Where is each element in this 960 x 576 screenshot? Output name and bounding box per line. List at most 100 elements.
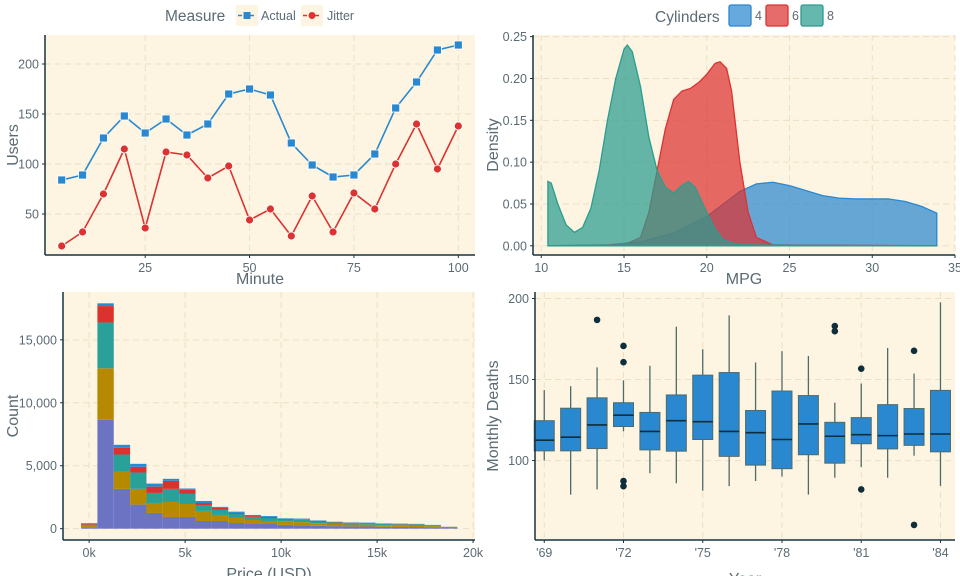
y-tick-label: 15,000 (19, 333, 57, 347)
data-point (182, 130, 192, 140)
data-point (245, 215, 254, 225)
legend-label: Actual (261, 9, 296, 23)
data-point (203, 173, 213, 183)
data-point (307, 160, 317, 170)
box-1981 (850, 365, 872, 493)
data-point (453, 121, 463, 131)
histogram-bar-segment (228, 512, 245, 514)
box-iqr (665, 394, 687, 452)
histogram-bar-segment (277, 518, 294, 520)
histogram-bar-segment (342, 524, 360, 527)
histogram-bar-segment (359, 523, 376, 525)
box-iqr (824, 421, 846, 464)
box-1984 (929, 302, 951, 486)
data-point (412, 119, 421, 129)
histogram-bar-segment (260, 516, 278, 518)
legend-item-8: 8 (800, 4, 834, 27)
histogram-bar-segment (146, 492, 163, 503)
histogram-bar-segment (211, 506, 229, 508)
legend-title: Cylinders (655, 9, 720, 26)
histogram-bar-segment (195, 502, 212, 506)
data-point (328, 172, 338, 182)
x-tick-label: 0k (83, 546, 97, 560)
legend: Measure Actual Jitter (165, 5, 354, 26)
x-tick-label: '75 (695, 546, 711, 560)
series-line-jitter (61, 122, 460, 247)
box-1976 (718, 315, 740, 487)
histogram-bar-segment (293, 519, 311, 520)
histogram-bar-segment (179, 488, 196, 490)
legend-marker (308, 12, 316, 19)
histogram-bar-segment (113, 447, 131, 455)
histogram-bar-segment (244, 519, 261, 525)
histogram-bar-segment (359, 526, 376, 529)
x-tick-label: 100 (448, 261, 469, 275)
histogram-bar-segment (244, 516, 261, 520)
histogram-bar-segment (113, 444, 131, 448)
legend: Cylinders 4 6 8 (655, 4, 834, 27)
data-point (412, 77, 421, 87)
histogram-bar-segment (228, 511, 245, 513)
y-axis-title: Density (485, 118, 502, 171)
histogram-bar-segment (244, 516, 261, 517)
histogram-bar-segment (113, 454, 131, 472)
data-point (328, 227, 338, 237)
data-point (286, 138, 296, 148)
x-tick-label: 5k (179, 546, 193, 560)
data-point (370, 149, 380, 159)
data-point (224, 89, 234, 99)
y-axis-title: Users (5, 124, 22, 166)
histogram-bar-segment (277, 519, 294, 522)
outlier-point (831, 322, 839, 330)
legend-item-jitter: Jitter (301, 5, 354, 26)
box-iqr (929, 389, 951, 453)
chart-3: 0k 5k 10k 15k 20k 0 5,000 10,000 15,000 Price (US… (5, 292, 484, 576)
legend-key (728, 4, 752, 27)
histogram-bar-segment (130, 463, 147, 467)
box-1971 (586, 316, 608, 490)
histogram-bar-segment (375, 525, 392, 527)
outlier-point (620, 482, 627, 490)
histogram-bar-segment (179, 516, 196, 529)
histogram-bar-segment (310, 520, 327, 521)
box-iqr (797, 395, 819, 456)
x-tick-label: 30 (865, 261, 879, 275)
histogram-bar-segment (162, 480, 180, 489)
y-tick-label: 5,000 (26, 459, 57, 473)
histogram-bar-segment (195, 505, 212, 511)
histogram-bar-segment (97, 368, 114, 420)
histogram-bar-segment (326, 522, 343, 525)
data-point (391, 159, 401, 169)
data-point (433, 164, 442, 174)
data-point (78, 227, 87, 237)
histogram-bar-segment (260, 520, 278, 525)
y-tick-label: 0.00 (503, 239, 527, 253)
x-tick-label: '69 (536, 546, 552, 560)
legend-key (765, 4, 789, 27)
histogram-bar-segment (146, 512, 163, 529)
chart-1: 25 50 75 100 50 100 150 200 Minute Users (5, 35, 475, 288)
marks (547, 43, 938, 247)
x-tick-label: 15k (367, 546, 388, 560)
box-iqr (771, 390, 793, 470)
histogram-bar-segment (81, 523, 98, 524)
histogram-bar-segment (81, 525, 98, 528)
data-point (119, 111, 129, 121)
histogram-bar-segment (179, 489, 196, 494)
histogram-bar-segment (97, 306, 114, 323)
box-iqr (745, 409, 767, 466)
histogram-bar-segment (424, 526, 441, 528)
outlier-point (620, 342, 627, 350)
histogram-bar-segment (228, 517, 245, 524)
data-point (370, 204, 380, 214)
histogram-bar-segment (342, 523, 360, 525)
histogram-bar-segment (130, 472, 147, 489)
y-tick-label: 10,000 (19, 396, 57, 410)
box-iqr (718, 372, 740, 457)
y-tick-label: 0.15 (503, 114, 527, 128)
marks (57, 40, 463, 251)
histogram-bar-segment (179, 503, 196, 517)
box-1977 (745, 362, 767, 481)
x-tick-label: '78 (774, 546, 790, 560)
